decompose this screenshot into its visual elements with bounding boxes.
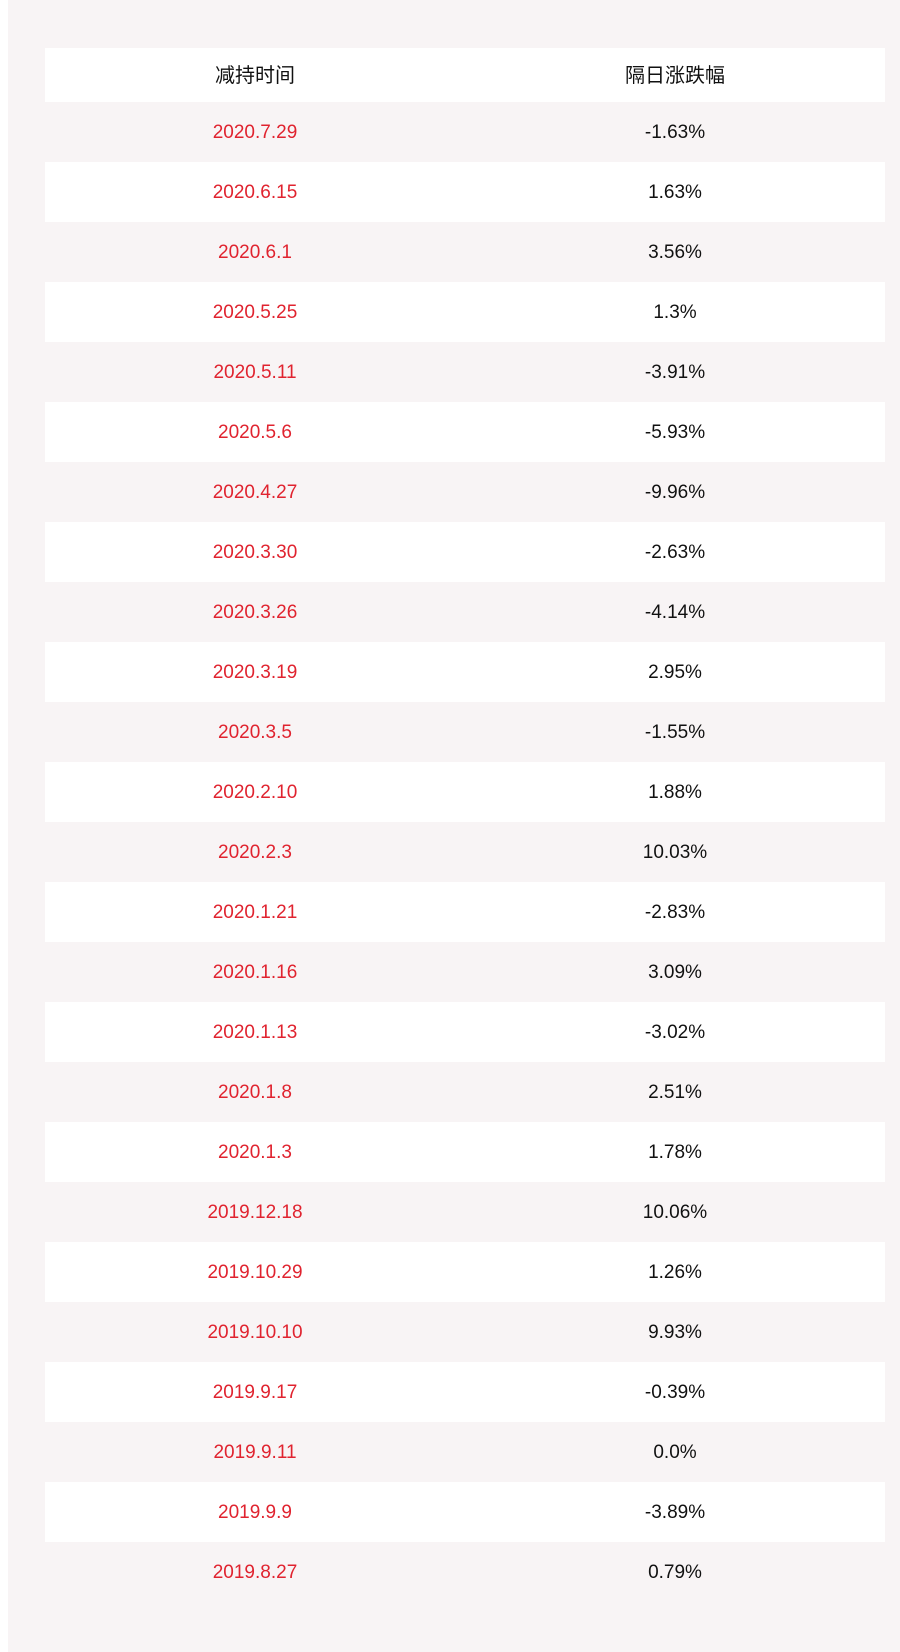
table-row: 2019.9.17 -0.39% <box>45 1362 885 1422</box>
next-day-change-cell: 1.78% <box>648 1141 702 1163</box>
next-day-change-cell: -1.63% <box>644 121 706 143</box>
next-day-change-cell: -1.55% <box>644 721 706 743</box>
reduction-date-cell: 2019.12.18 <box>207 1201 303 1223</box>
table-row: 2020.1.3 1.78% <box>45 1122 885 1182</box>
table-row: 2020.5.11 -3.91% <box>45 342 885 402</box>
reduction-date-cell: 2020.7.29 <box>212 121 298 143</box>
reduction-date-cell: 2020.6.1 <box>218 241 292 263</box>
header-reduction-date: 减持时间 <box>215 63 295 87</box>
next-day-change-cell: -0.39% <box>644 1381 706 1403</box>
next-day-change-cell: 1.63% <box>648 181 702 203</box>
reduction-date-cell: 2020.1.8 <box>218 1081 292 1103</box>
table-row: 2020.1.8 2.51% <box>45 1062 885 1122</box>
next-day-change-cell: -3.89% <box>644 1501 706 1523</box>
next-day-change-cell: 1.26% <box>648 1261 702 1283</box>
next-day-change-cell: 9.93% <box>648 1321 702 1343</box>
next-day-change-cell: -5.93% <box>644 421 706 443</box>
next-day-change-cell: 1.88% <box>648 781 702 803</box>
next-day-change-cell: -4.14% <box>644 601 706 623</box>
table-row: 2020.3.30 -2.63% <box>45 522 885 582</box>
reduction-date-cell: 2020.5.25 <box>212 301 298 323</box>
table-row: 2019.9.9 -3.89% <box>45 1482 885 1542</box>
reduction-date-cell: 2020.1.21 <box>212 901 298 923</box>
next-day-change-cell: -2.63% <box>644 541 706 563</box>
reduction-date-cell: 2020.2.10 <box>212 781 298 803</box>
table-row: 2020.4.27 -9.96% <box>45 462 885 522</box>
table-row: 2020.1.13 -3.02% <box>45 1002 885 1062</box>
next-day-change-cell: 1.3% <box>653 301 697 323</box>
reduction-date-cell: 2020.5.11 <box>213 361 297 383</box>
reduction-date-cell: 2020.6.15 <box>212 181 298 203</box>
reduction-date-cell: 2019.10.10 <box>207 1321 303 1343</box>
reduction-table: 减持时间 隔日涨跌幅 2020.7.29 -1.63% 2020.6.15 1.63%… <box>45 48 885 1602</box>
next-day-change-cell: -9.96% <box>644 481 706 503</box>
next-day-change-cell: -3.91% <box>644 361 706 383</box>
table-row: 2019.8.27 0.79% <box>45 1542 885 1602</box>
content-panel: 减持时间 隔日涨跌幅 2020.7.29 -1.63% 2020.6.15 1.63%… <box>8 0 900 1652</box>
table-row: 2020.2.3 10.03% <box>45 822 885 882</box>
table-row: 2020.1.16 3.09% <box>45 942 885 1002</box>
reduction-date-cell: 2019.8.27 <box>212 1561 298 1583</box>
reduction-date-cell: 2019.9.9 <box>218 1501 292 1523</box>
table-row: 2019.9.11 0.0% <box>45 1422 885 1482</box>
next-day-change-cell: 2.95% <box>648 661 702 683</box>
table-row: 2020.2.10 1.88% <box>45 762 885 822</box>
next-day-change-cell: 10.06% <box>642 1201 708 1223</box>
next-day-change-cell: 3.56% <box>648 241 702 263</box>
table-row: 2020.5.25 1.3% <box>45 282 885 342</box>
reduction-date-cell: 2020.3.26 <box>212 601 298 623</box>
next-day-change-cell: 0.0% <box>653 1441 697 1463</box>
table-row: 2020.6.1 3.56% <box>45 222 885 282</box>
table-row: 2020.7.29 -1.63% <box>45 102 885 162</box>
table-row: 2020.3.26 -4.14% <box>45 582 885 642</box>
table-row: 2019.10.10 9.93% <box>45 1302 885 1362</box>
reduction-date-cell: 2020.1.3 <box>218 1141 292 1163</box>
reduction-date-cell: 2020.1.16 <box>212 961 298 983</box>
reduction-date-cell: 2019.10.29 <box>207 1261 303 1283</box>
next-day-change-cell: 3.09% <box>648 961 702 983</box>
next-day-change-cell: 0.79% <box>648 1561 702 1583</box>
next-day-change-cell: -2.83% <box>644 901 706 923</box>
header-next-day-change: 隔日涨跌幅 <box>625 63 725 87</box>
table-row: 2020.3.19 2.95% <box>45 642 885 702</box>
reduction-date-cell: 2019.9.17 <box>212 1381 298 1403</box>
table-row: 2020.5.6 -5.93% <box>45 402 885 462</box>
reduction-date-cell: 2019.9.11 <box>213 1441 297 1463</box>
reduction-date-cell: 2020.5.6 <box>218 421 292 443</box>
table-header: 减持时间 隔日涨跌幅 <box>45 48 885 102</box>
reduction-date-cell: 2020.3.30 <box>212 541 298 563</box>
next-day-change-cell: 10.03% <box>642 841 708 863</box>
table-row: 2020.3.5 -1.55% <box>45 702 885 762</box>
table-row: 2019.12.18 10.06% <box>45 1182 885 1242</box>
next-day-change-cell: -3.02% <box>644 1021 706 1043</box>
table-row: 2020.6.15 1.63% <box>45 162 885 222</box>
reduction-date-cell: 2020.3.5 <box>218 721 292 743</box>
reduction-date-cell: 2020.2.3 <box>218 841 292 863</box>
next-day-change-cell: 2.51% <box>648 1081 702 1103</box>
table-row: 2019.10.29 1.26% <box>45 1242 885 1302</box>
table-body: 2020.7.29 -1.63% 2020.6.15 1.63% 2020.6.1 3.5… <box>45 102 885 1602</box>
table-row: 2020.1.21 -2.83% <box>45 882 885 942</box>
reduction-date-cell: 2020.3.19 <box>212 661 298 683</box>
reduction-date-cell: 2020.1.13 <box>212 1021 298 1043</box>
reduction-date-cell: 2020.4.27 <box>212 481 298 503</box>
